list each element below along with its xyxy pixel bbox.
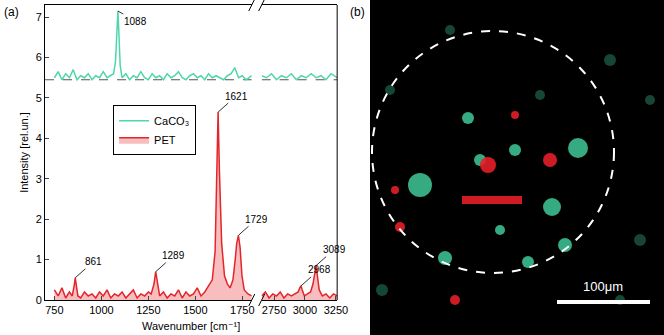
svg-text:7: 7 bbox=[36, 11, 42, 23]
svg-text:3000: 3000 bbox=[293, 304, 317, 316]
svg-text:2968: 2968 bbox=[308, 264, 331, 275]
svg-text:1289: 1289 bbox=[162, 250, 185, 261]
svg-text:2750: 2750 bbox=[262, 304, 286, 316]
svg-text:Intensity [rel.un.]: Intensity [rel.un.] bbox=[18, 112, 30, 193]
svg-text:3250: 3250 bbox=[324, 304, 348, 316]
svg-text:1250: 1250 bbox=[136, 304, 160, 316]
svg-text:3089: 3089 bbox=[323, 244, 346, 255]
svg-text:1750: 1750 bbox=[230, 304, 254, 316]
svg-text:1621: 1621 bbox=[225, 91, 248, 102]
svg-text:4: 4 bbox=[36, 132, 42, 144]
svg-text:(a): (a) bbox=[4, 5, 19, 19]
svg-text:861: 861 bbox=[85, 256, 102, 267]
svg-text:5: 5 bbox=[36, 92, 42, 104]
svg-text:100μm: 100μm bbox=[583, 279, 623, 294]
svg-text:750: 750 bbox=[45, 304, 63, 316]
svg-text:PET: PET bbox=[154, 134, 176, 146]
svg-text:3: 3 bbox=[36, 173, 42, 185]
svg-text:2: 2 bbox=[36, 213, 42, 225]
svg-text:6: 6 bbox=[36, 51, 42, 63]
svg-text:(b): (b) bbox=[350, 5, 365, 19]
svg-text:Wavenumber [cm⁻¹]: Wavenumber [cm⁻¹] bbox=[142, 320, 240, 332]
svg-text:1: 1 bbox=[36, 253, 42, 265]
svg-text:0: 0 bbox=[36, 294, 42, 306]
svg-text:1088: 1088 bbox=[124, 16, 147, 27]
svg-text:1729: 1729 bbox=[245, 214, 268, 225]
svg-text:1500: 1500 bbox=[183, 304, 207, 316]
svg-text:CaCO₃: CaCO₃ bbox=[154, 115, 189, 127]
svg-text:1000: 1000 bbox=[89, 304, 113, 316]
